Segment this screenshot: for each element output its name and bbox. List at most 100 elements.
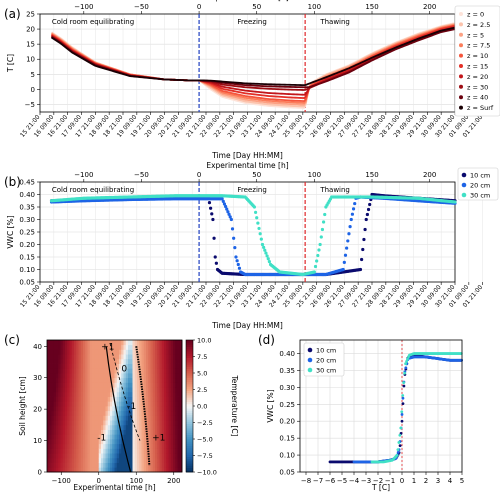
heatmap-cell: [148, 373, 151, 379]
colorbar-cell: [186, 355, 193, 358]
heatmap-cell: [69, 420, 73, 426]
data-point: [342, 260, 346, 264]
heatmap-cell: [96, 349, 100, 355]
heatmap-cell: [170, 373, 174, 379]
heatmap-cell: [49, 373, 52, 379]
heatmap-cell: [92, 429, 95, 435]
heatmap-cell: [62, 434, 66, 440]
heatmap-cell: [103, 448, 106, 454]
heatmap-cell: [60, 340, 64, 346]
heatmap-cell: [101, 373, 104, 379]
heatmap-cell: [58, 363, 61, 369]
heatmap-cell: [112, 429, 115, 435]
heatmap-cell: [51, 439, 55, 445]
heatmap-cell: [58, 443, 61, 449]
heatmap-cell: [125, 377, 129, 383]
legend-marker: [307, 367, 313, 373]
heatmap-cell: [164, 448, 167, 454]
heatmap-cell: [148, 344, 151, 350]
heatmap-cell: [132, 406, 136, 412]
heatmap-cell: [65, 439, 68, 445]
heatmap-cell: [78, 340, 82, 346]
heatmap-cell: [78, 387, 82, 393]
heatmap-cell: [164, 340, 167, 346]
heatmap-cell: [137, 462, 140, 468]
heatmap-cell: [51, 340, 55, 346]
heatmap-cell: [80, 462, 84, 468]
heatmap-cell: [159, 420, 163, 426]
heatmap-cell: [114, 354, 118, 360]
colorbar-cell: [186, 388, 193, 391]
heatmap-cell: [155, 434, 158, 440]
heatmap-cell: [58, 439, 61, 445]
heatmap-cell: [170, 410, 174, 416]
heatmap-cell: [155, 363, 158, 369]
heatmap-cell: [80, 434, 84, 440]
heatmap-cell: [128, 415, 131, 421]
heatmap-cell: [71, 457, 75, 463]
heatmap-cell: [177, 396, 181, 402]
heatmap-cell: [58, 368, 61, 374]
heatmap-cell: [51, 363, 55, 369]
heatmap-cell: [175, 358, 178, 364]
heatmap-cell: [94, 401, 97, 407]
heatmap-cell: [114, 391, 118, 397]
heatmap-cell: [92, 401, 95, 407]
data-point: [228, 215, 232, 219]
heatmap-cell: [141, 354, 145, 360]
heatmap-cell: [49, 387, 52, 393]
heatmap-cell: [101, 467, 104, 473]
heatmap-cell: [80, 354, 84, 360]
heatmap-cell: [177, 354, 181, 360]
heatmap-cell: [139, 387, 142, 393]
heatmap-cell: [89, 363, 93, 369]
heatmap-cell: [139, 373, 142, 379]
heatmap-cell: [78, 354, 82, 360]
heatmap-cell: [96, 382, 100, 388]
heatmap-cell: [143, 401, 147, 407]
heatmap-cell: [132, 462, 136, 468]
heatmap-cell: [123, 401, 127, 407]
heatmap-cell: [67, 467, 70, 473]
data-point: [361, 247, 365, 252]
heatmap-cell: [103, 382, 106, 388]
colorbar-cell: [186, 439, 193, 442]
heatmap-cell: [123, 415, 127, 421]
heatmap-cell: [107, 377, 111, 383]
heatmap-cell: [170, 415, 174, 421]
colorbar-cell: [186, 390, 193, 394]
heatmap-cell: [134, 429, 138, 435]
heatmap-cell: [60, 354, 64, 360]
heatmap-cell: [80, 467, 84, 473]
panel-label: (b): [4, 175, 21, 189]
heatmap-cell: [175, 368, 178, 374]
heatmap-cell: [175, 443, 178, 449]
heatmap-cell: [159, 340, 163, 346]
colorbar-tick-label: 10.0: [197, 337, 211, 345]
heatmap-cell: [132, 457, 136, 463]
heatmap-cell: [94, 429, 97, 435]
heatmap-cell: [69, 354, 73, 360]
heatmap-cell: [47, 420, 50, 426]
heatmap-cell: [98, 391, 102, 397]
heatmap-cell: [83, 462, 86, 468]
heatmap-cell: [114, 377, 118, 383]
heatmap-cell: [74, 396, 77, 402]
heatmap-cell: [141, 382, 145, 388]
heatmap-cell: [143, 358, 147, 364]
heatmap-cell: [150, 368, 154, 374]
heatmap-cell: [85, 410, 88, 416]
heatmap-cell: [116, 358, 120, 364]
heatmap-cell: [58, 382, 61, 388]
heatmap-cell: [179, 443, 183, 449]
heatmap-cell: [179, 462, 183, 468]
heatmap-cell: [112, 457, 115, 463]
heatmap-cell: [112, 434, 115, 440]
heatmap-cell: [103, 410, 106, 416]
heatmap-cell: [148, 354, 151, 360]
heatmap-cell: [170, 453, 174, 459]
heatmap-cell: [177, 429, 181, 435]
colorbar-cell: [186, 434, 193, 438]
heatmap-cell: [161, 340, 165, 346]
heatmap-cell: [101, 340, 104, 346]
